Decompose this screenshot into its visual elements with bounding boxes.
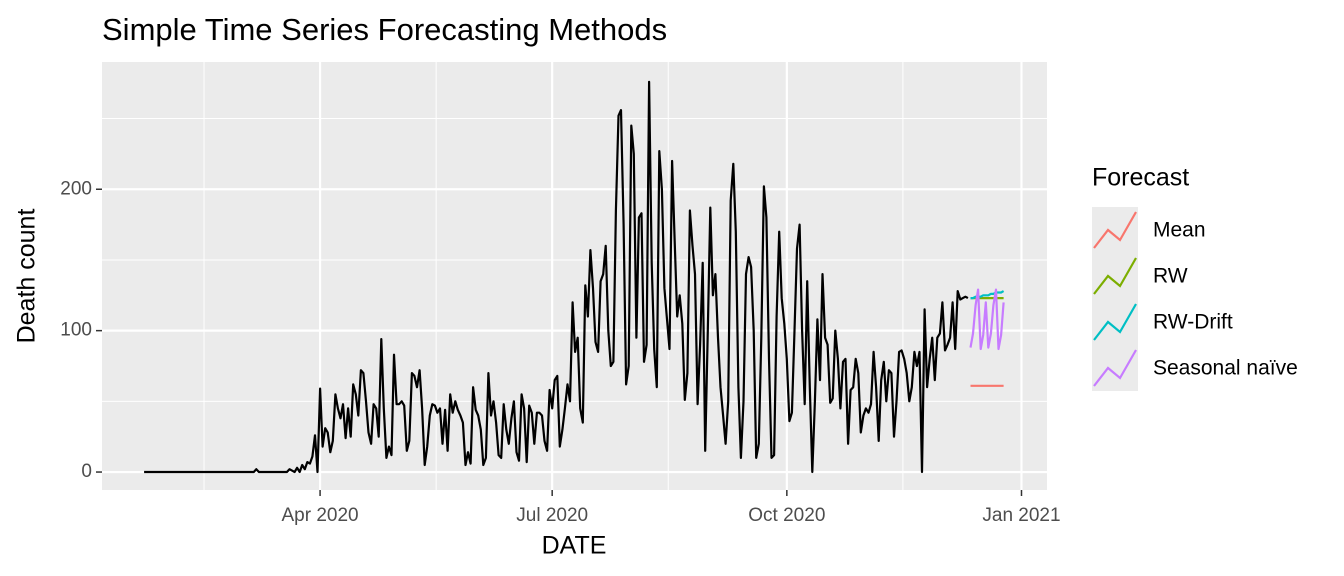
x-tick-label: Oct 2020 (748, 505, 825, 526)
legend-key (1092, 207, 1138, 253)
legend-key (1092, 253, 1138, 299)
y-tick-label: 200 (60, 178, 92, 199)
x-tick-label: Jul 2020 (516, 505, 588, 526)
line (969, 288, 1005, 351)
x-tick-label: Apr 2020 (282, 505, 359, 526)
legend-swatch (1093, 303, 1137, 341)
legend-label: RW (1153, 265, 1188, 288)
legend-key (1092, 299, 1138, 345)
legend-title: Forecast (1092, 164, 1189, 192)
x-axis-title: DATE (542, 532, 607, 560)
x-tick-label: Jan 2021 (982, 505, 1060, 526)
legend-swatch (1093, 211, 1137, 249)
legend-swatch (1093, 349, 1137, 387)
y-tick-label: 100 (60, 320, 92, 341)
chart-title: Simple Time Series Forecasting Methods (102, 12, 667, 47)
legend-swatch (1093, 257, 1137, 295)
y-axis-title: Death count (13, 209, 41, 344)
legend-label: Mean (1153, 219, 1206, 242)
line (144, 80, 969, 474)
y-tick-label: 0 (81, 461, 92, 482)
legend-key (1092, 345, 1138, 391)
legend-label: Seasonal naïve (1153, 357, 1298, 380)
panel (102, 62, 1047, 490)
legend-label: RW-Drift (1153, 311, 1233, 334)
